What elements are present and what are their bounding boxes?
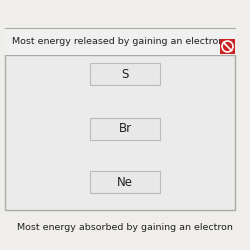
Text: Most energy absorbed by gaining an electron: Most energy absorbed by gaining an elect… bbox=[17, 224, 233, 232]
Bar bbox=[5, 28, 235, 55]
Bar bbox=[220, 39, 235, 54]
Bar bbox=[5, 55, 235, 210]
Text: Most energy released by gaining an electron: Most energy released by gaining an elect… bbox=[12, 38, 224, 46]
Text: Br: Br bbox=[118, 122, 132, 136]
Bar bbox=[90, 118, 160, 140]
Bar bbox=[90, 171, 160, 193]
Text: S: S bbox=[121, 68, 129, 80]
Text: Ne: Ne bbox=[117, 176, 133, 188]
Bar bbox=[90, 63, 160, 85]
